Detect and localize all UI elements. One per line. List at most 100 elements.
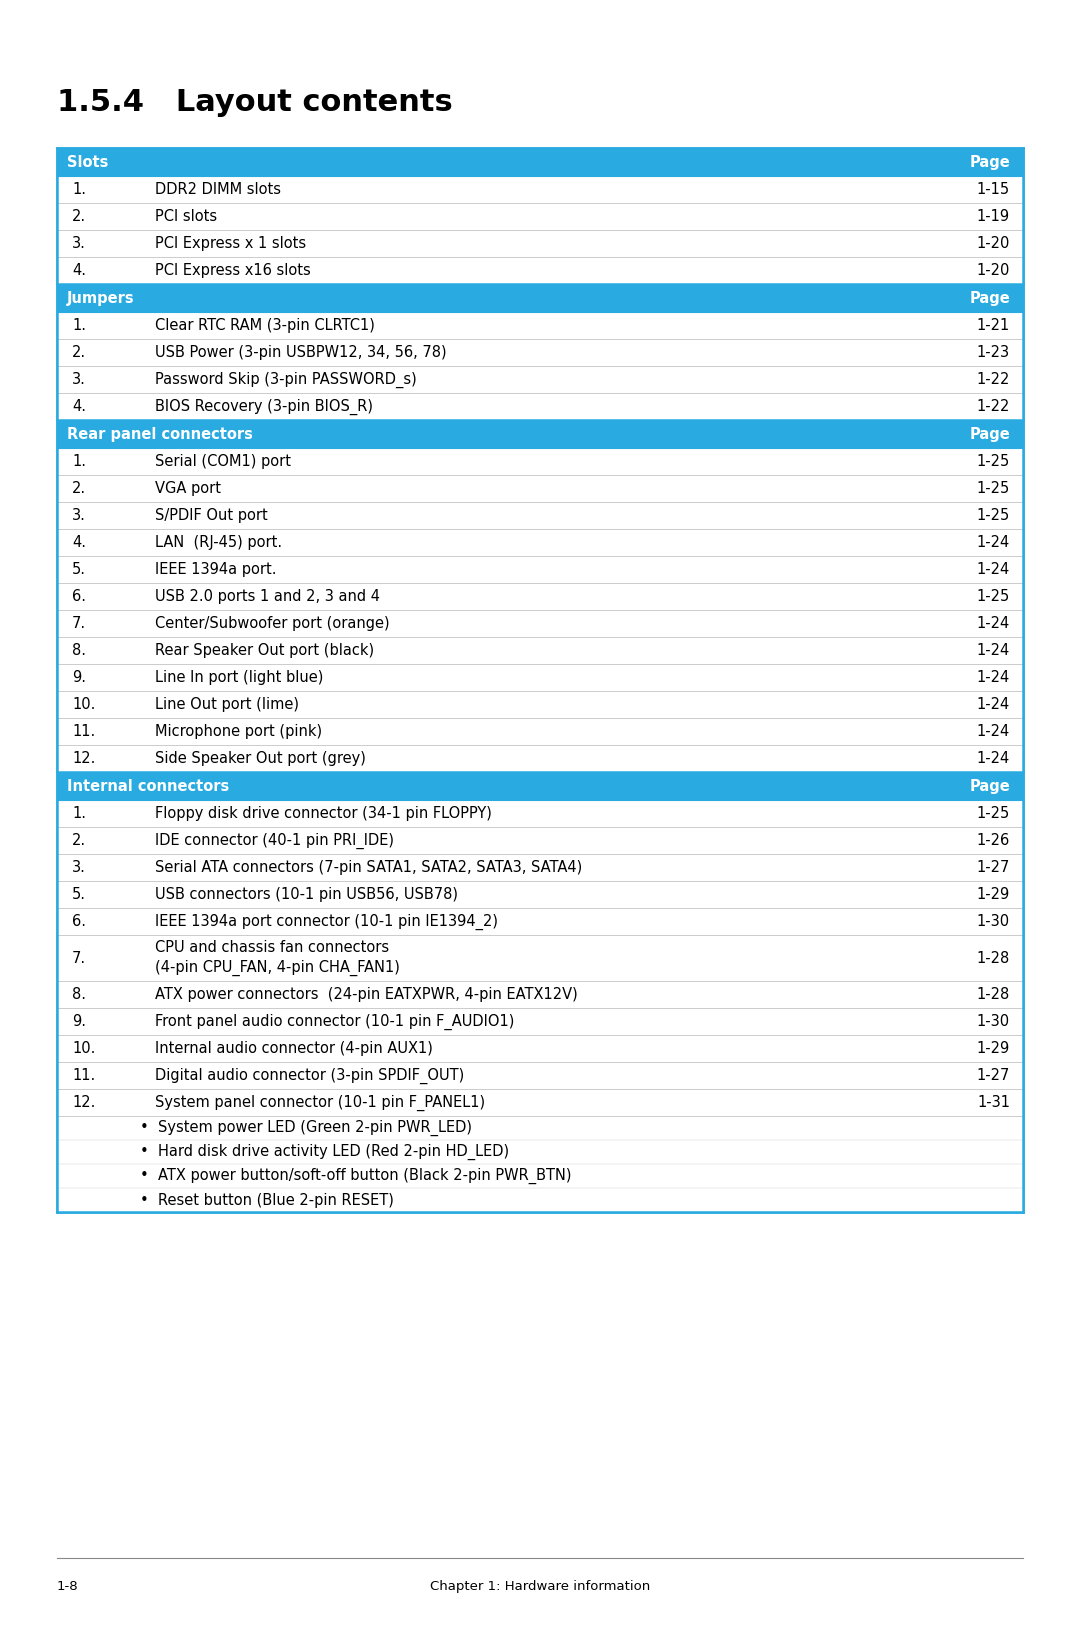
Bar xyxy=(57,529,1023,556)
Text: 1-27: 1-27 xyxy=(976,1067,1010,1084)
Text: USB Power (3-pin USBPW12, 34, 56, 78): USB Power (3-pin USBPW12, 34, 56, 78) xyxy=(156,345,447,360)
Text: System panel connector (10-1 pin F_PANEL1): System panel connector (10-1 pin F_PANEL… xyxy=(156,1095,485,1111)
Text: 1-25: 1-25 xyxy=(976,482,1010,496)
Text: Microphone port (pink): Microphone port (pink) xyxy=(156,724,322,739)
Text: S/PDIF Out port: S/PDIF Out port xyxy=(156,508,268,522)
Text: 1-24: 1-24 xyxy=(976,724,1010,739)
Text: 1.: 1. xyxy=(72,805,86,822)
Bar xyxy=(57,638,1023,664)
Text: Center/Subwoofer port (orange): Center/Subwoofer port (orange) xyxy=(156,617,390,631)
Text: 9.: 9. xyxy=(72,670,86,685)
Text: PCI Express x16 slots: PCI Express x16 slots xyxy=(156,264,311,278)
Text: USB connectors (10-1 pin USB56, USB78): USB connectors (10-1 pin USB56, USB78) xyxy=(156,887,458,901)
Text: Page: Page xyxy=(969,155,1010,169)
Bar xyxy=(57,312,1023,338)
Text: 1.: 1. xyxy=(72,317,86,334)
Text: 1-28: 1-28 xyxy=(976,950,1010,965)
Text: ATX power connectors  (24-pin EATXPWR, 4-pin EATX12V): ATX power connectors (24-pin EATXPWR, 4-… xyxy=(156,988,578,1002)
Bar xyxy=(57,664,1023,691)
Text: 1.: 1. xyxy=(72,454,86,469)
Text: 1-25: 1-25 xyxy=(976,508,1010,522)
Text: 1-8: 1-8 xyxy=(57,1580,79,1593)
Text: Jumpers: Jumpers xyxy=(67,291,135,306)
Text: Rear Speaker Out port (black): Rear Speaker Out port (black) xyxy=(156,643,374,657)
Bar xyxy=(57,981,1023,1009)
Text: Password Skip (3-pin PASSWORD_s): Password Skip (3-pin PASSWORD_s) xyxy=(156,371,417,387)
Text: 1-25: 1-25 xyxy=(976,805,1010,822)
Text: 1-30: 1-30 xyxy=(977,1014,1010,1028)
Text: PCI slots: PCI slots xyxy=(156,208,217,225)
Text: 1-20: 1-20 xyxy=(976,236,1010,251)
Bar xyxy=(57,229,1023,257)
Text: 1-25: 1-25 xyxy=(976,589,1010,604)
Text: Chapter 1: Hardware information: Chapter 1: Hardware information xyxy=(430,1580,650,1593)
Text: Serial (COM1) port: Serial (COM1) port xyxy=(156,454,291,469)
Bar xyxy=(57,1163,1023,1188)
Bar xyxy=(57,1141,1023,1163)
Bar xyxy=(57,148,1023,1212)
Bar xyxy=(57,285,1023,312)
Text: 1-24: 1-24 xyxy=(976,643,1010,657)
Text: VGA port: VGA port xyxy=(156,482,221,496)
Text: 2.: 2. xyxy=(72,482,86,496)
Text: 6.: 6. xyxy=(72,589,86,604)
Text: DDR2 DIMM slots: DDR2 DIMM slots xyxy=(156,182,281,197)
Text: Line In port (light blue): Line In port (light blue) xyxy=(156,670,323,685)
Text: Line Out port (lime): Line Out port (lime) xyxy=(156,696,299,713)
Text: 1-24: 1-24 xyxy=(976,561,1010,578)
Bar xyxy=(57,203,1023,229)
Text: 1-20: 1-20 xyxy=(976,264,1010,278)
Text: 1-22: 1-22 xyxy=(976,373,1010,387)
Text: 3.: 3. xyxy=(72,236,86,251)
Text: 8.: 8. xyxy=(72,988,86,1002)
Text: 6.: 6. xyxy=(72,914,86,929)
Text: •  ATX power button/soft-off button (Black 2-pin PWR_BTN): • ATX power button/soft-off button (Blac… xyxy=(140,1168,571,1184)
Text: 11.: 11. xyxy=(72,724,95,739)
Text: 1-23: 1-23 xyxy=(977,345,1010,360)
Bar xyxy=(57,1009,1023,1035)
Text: 1-29: 1-29 xyxy=(976,1041,1010,1056)
Text: 1-28: 1-28 xyxy=(976,988,1010,1002)
Text: 1.5.4   Layout contents: 1.5.4 Layout contents xyxy=(57,88,453,117)
Text: BIOS Recovery (3-pin BIOS_R): BIOS Recovery (3-pin BIOS_R) xyxy=(156,399,373,415)
Text: 1-24: 1-24 xyxy=(976,670,1010,685)
Text: 1-25: 1-25 xyxy=(976,454,1010,469)
Bar xyxy=(57,1088,1023,1116)
Text: 4.: 4. xyxy=(72,264,86,278)
Text: 9.: 9. xyxy=(72,1014,86,1028)
Text: 1-15: 1-15 xyxy=(977,182,1010,197)
Bar xyxy=(57,257,1023,285)
Text: IEEE 1394a port connector (10-1 pin IE1394_2): IEEE 1394a port connector (10-1 pin IE13… xyxy=(156,913,498,929)
Bar xyxy=(57,338,1023,366)
Text: •  Hard disk drive activity LED (Red 2-pin HD_LED): • Hard disk drive activity LED (Red 2-pi… xyxy=(140,1144,509,1160)
Text: (4-pin CPU_FAN, 4-pin CHA_FAN1): (4-pin CPU_FAN, 4-pin CHA_FAN1) xyxy=(156,960,400,976)
Text: Digital audio connector (3-pin SPDIF_OUT): Digital audio connector (3-pin SPDIF_OUT… xyxy=(156,1067,464,1084)
Text: 3.: 3. xyxy=(72,373,86,387)
Text: 1-26: 1-26 xyxy=(976,833,1010,848)
Bar xyxy=(57,880,1023,908)
Bar xyxy=(57,447,1023,475)
Text: 10.: 10. xyxy=(72,1041,95,1056)
Text: 1-31: 1-31 xyxy=(977,1095,1010,1110)
Text: 1-21: 1-21 xyxy=(976,317,1010,334)
Bar xyxy=(57,691,1023,718)
Text: LAN  (RJ-45) port.: LAN (RJ-45) port. xyxy=(156,535,282,550)
Text: 4.: 4. xyxy=(72,399,86,413)
Bar xyxy=(57,908,1023,936)
Bar xyxy=(57,827,1023,854)
Text: Rear panel connectors: Rear panel connectors xyxy=(67,426,253,441)
Text: IDE connector (40-1 pin PRI_IDE): IDE connector (40-1 pin PRI_IDE) xyxy=(156,833,394,849)
Bar xyxy=(57,582,1023,610)
Bar xyxy=(57,718,1023,745)
Bar xyxy=(57,420,1023,447)
Bar xyxy=(57,503,1023,529)
Text: 4.: 4. xyxy=(72,535,86,550)
Bar xyxy=(57,394,1023,420)
Bar xyxy=(57,745,1023,771)
Text: Front panel audio connector (10-1 pin F_AUDIO1): Front panel audio connector (10-1 pin F_… xyxy=(156,1014,514,1030)
Bar xyxy=(57,1188,1023,1212)
Text: •  Reset button (Blue 2-pin RESET): • Reset button (Blue 2-pin RESET) xyxy=(140,1193,394,1207)
Text: 1-24: 1-24 xyxy=(976,535,1010,550)
Text: Internal audio connector (4-pin AUX1): Internal audio connector (4-pin AUX1) xyxy=(156,1041,433,1056)
Text: 1-24: 1-24 xyxy=(976,752,1010,766)
